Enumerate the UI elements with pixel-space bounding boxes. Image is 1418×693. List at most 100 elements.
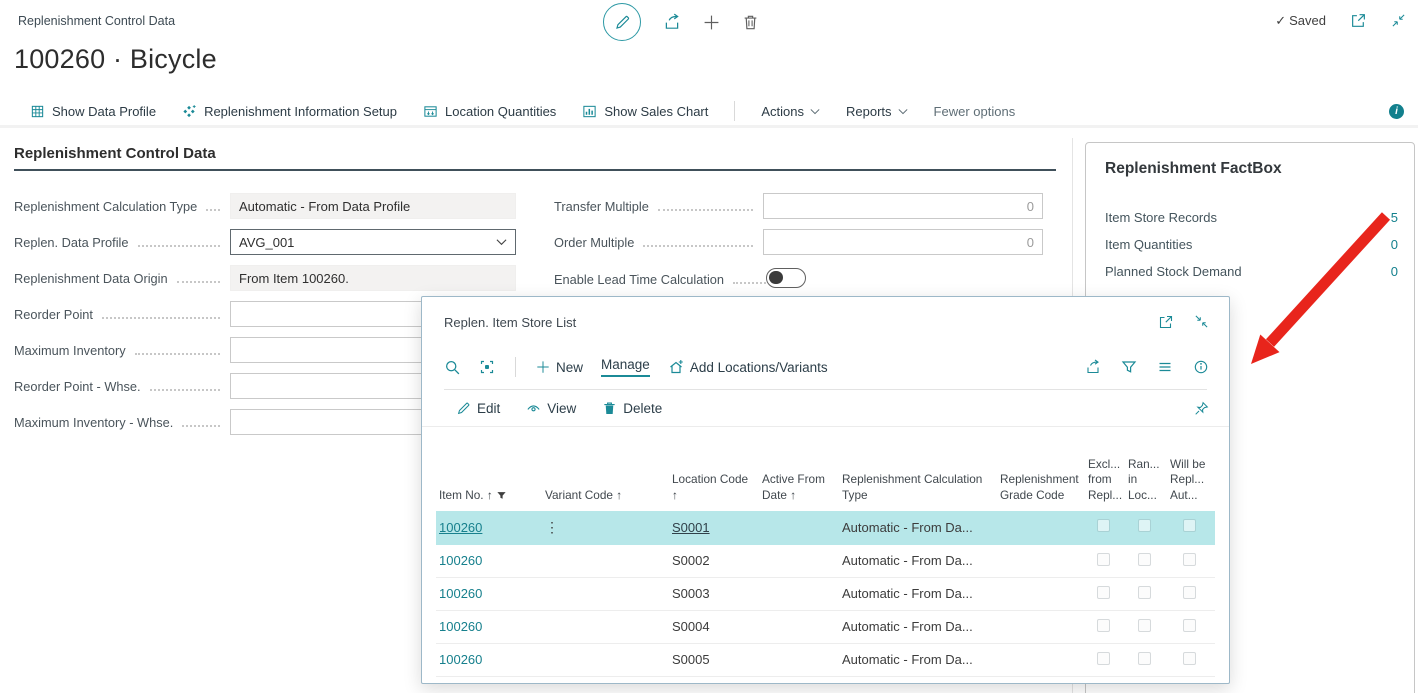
open-in-window-icon[interactable] [1158,314,1174,330]
replenishment-information-setup-button[interactable]: Replenishment Information Setup [182,104,397,119]
fewer-options-button[interactable]: Fewer options [933,103,1016,119]
filter-icon[interactable] [1121,359,1137,375]
excl-from-repl-checkbox[interactable] [1097,651,1110,665]
col-will-be-repl-aut[interactable]: Will be Repl... Aut... [1170,457,1206,502]
field-replenishment-calculation-type: Replenishment Calculation Type Automatic… [14,193,516,219]
pin-icon[interactable] [1194,401,1209,416]
data-profile-icon [30,104,45,119]
item-no-link[interactable]: 100260 [439,519,483,535]
layout-options-icon[interactable] [1157,359,1173,375]
col-excl-from-repl[interactable]: Excl... from Repl... [1088,457,1123,502]
collapse-icon[interactable] [1391,13,1406,28]
factbox-value-link[interactable]: 5 [1390,210,1398,225]
field-replenishment-data-origin: Replenishment Data Origin From Item 1002… [14,265,516,291]
factbox-value-link[interactable]: 0 [1390,237,1398,252]
ran-in-loc-checkbox[interactable] [1138,618,1151,632]
enable-lead-time-toggle[interactable] [766,268,806,288]
edit-button[interactable]: Edit [456,401,500,416]
replen-data-profile-input[interactable] [239,234,507,250]
add-icon[interactable] [703,14,720,31]
edit-record-button[interactable] [603,3,641,41]
col-replenishment-calculation-type[interactable]: Replenishment Calculation Type [842,472,983,502]
field-order-multiple: Order Multiple [554,229,1043,255]
item-no-link[interactable]: 100260 [439,652,483,667]
will-be-repl-aut-checkbox[interactable] [1183,552,1196,566]
col-active-from-date[interactable]: Active From Date ↑ [762,472,825,502]
ran-in-loc-checkbox[interactable] [1138,552,1151,566]
action-bar: Show Data Profile Replenishment Informat… [0,96,1418,126]
new-button[interactable]: New [536,360,583,375]
will-be-repl-aut-checkbox[interactable] [1183,651,1196,665]
item-no-link[interactable]: 100260 [439,586,483,601]
open-in-window-icon[interactable] [1350,12,1367,29]
will-be-repl-aut-checkbox[interactable] [1183,618,1196,632]
eye-icon [526,401,541,416]
table-row[interactable]: 100260 S0004 Automatic - From Da... [436,610,1215,644]
order-multiple-input[interactable] [772,234,1034,250]
add-locations-variants-button[interactable]: Add Locations/Variants [668,359,828,375]
location-code-link[interactable]: S0001 [672,519,710,535]
factbox-value-link[interactable]: 0 [1390,264,1398,279]
location-quantities-button[interactable]: Location Quantities [423,104,556,119]
info-icon[interactable]: i [1389,104,1404,119]
breadcrumb[interactable]: Replenishment Control Data [18,14,176,28]
ran-in-loc-checkbox[interactable] [1138,519,1151,533]
delete-button[interactable]: Delete [602,401,662,416]
delete-icon[interactable] [742,14,759,31]
will-be-repl-aut-checkbox[interactable] [1183,585,1196,599]
col-ran-in-loc[interactable]: Ran... in Loc... [1128,457,1160,502]
col-replenishment-grade-code[interactable]: Replenishment Grade Code [1000,472,1079,502]
table-row[interactable]: 100260 ⋮ S0001 Automatic - From Da... [436,511,1215,545]
chevron-down-icon[interactable] [496,238,507,246]
calc-type-cell: Automatic - From Da... [839,643,997,677]
replen-data-profile-combobox[interactable] [230,229,516,255]
table-row[interactable]: 100260 S0002 Automatic - From Da... [436,544,1215,578]
section-rule [14,169,1056,171]
actions-menu[interactable]: Actions [761,104,820,119]
show-sales-chart-button[interactable]: Show Sales Chart [582,104,708,119]
manage-menu[interactable]: Manage [601,357,650,377]
analyze-icon[interactable] [479,359,495,375]
sales-chart-icon [582,104,597,119]
factbox-row-item-quantities: Item Quantities 0 [1105,237,1398,252]
ran-in-loc-checkbox[interactable] [1138,585,1151,599]
excl-from-repl-checkbox[interactable] [1097,618,1110,632]
col-item-no[interactable]: Item No. ↑ [436,427,542,511]
toolbar-divider [515,357,516,377]
reports-menu[interactable]: Reports [846,104,908,119]
factbox-row-planned-stock-demand: Planned Stock Demand 0 [1105,264,1398,279]
ran-in-loc-checkbox[interactable] [1138,651,1151,665]
page-title: 100260 · Bicycle [14,44,217,74]
location-code-cell[interactable]: S0005 [672,652,710,667]
transfer-multiple-input[interactable] [772,198,1034,214]
share-icon[interactable] [663,13,681,31]
item-no-link[interactable]: 100260 [439,619,483,634]
col-location-code[interactable]: Location Code ↑ [672,472,749,502]
location-code-cell[interactable]: S0004 [672,619,710,634]
calc-type-cell: Automatic - From Da... [839,577,997,611]
calc-type-cell: Automatic - From Da... [839,511,997,545]
location-code-cell[interactable]: S0003 [672,586,710,601]
excl-from-repl-checkbox[interactable] [1097,552,1110,566]
factbox-row-item-store-records: Item Store Records 5 [1105,210,1398,225]
table-row[interactable]: 100260 S0005 Automatic - From Da... [436,643,1215,677]
location-code-cell[interactable]: S0002 [672,553,710,568]
search-icon[interactable] [444,359,461,376]
plus-icon [536,360,550,374]
table-row[interactable]: 100260 S0003 Automatic - From Da... [436,577,1215,611]
edit-pencil-icon [614,14,631,31]
will-be-repl-aut-checkbox[interactable] [1183,519,1196,533]
dialog-title: Replen. Item Store List [444,314,577,330]
show-data-profile-button[interactable]: Show Data Profile [30,104,156,119]
excl-from-repl-checkbox[interactable] [1097,519,1110,533]
expand-icon[interactable] [1194,314,1209,329]
excl-from-repl-checkbox[interactable] [1097,585,1110,599]
table-header-row: Item No. ↑ Variant Code ↑ Location Code … [436,427,1215,511]
edit-pencil-icon [456,401,471,416]
view-button[interactable]: View [526,401,576,416]
item-no-link[interactable]: 100260 [439,553,483,568]
info-outline-icon[interactable] [1193,359,1209,375]
col-variant-code[interactable]: Variant Code ↑ [545,487,623,502]
row-context-menu[interactable]: ⋮ [545,518,559,535]
share-icon[interactable] [1085,359,1101,375]
